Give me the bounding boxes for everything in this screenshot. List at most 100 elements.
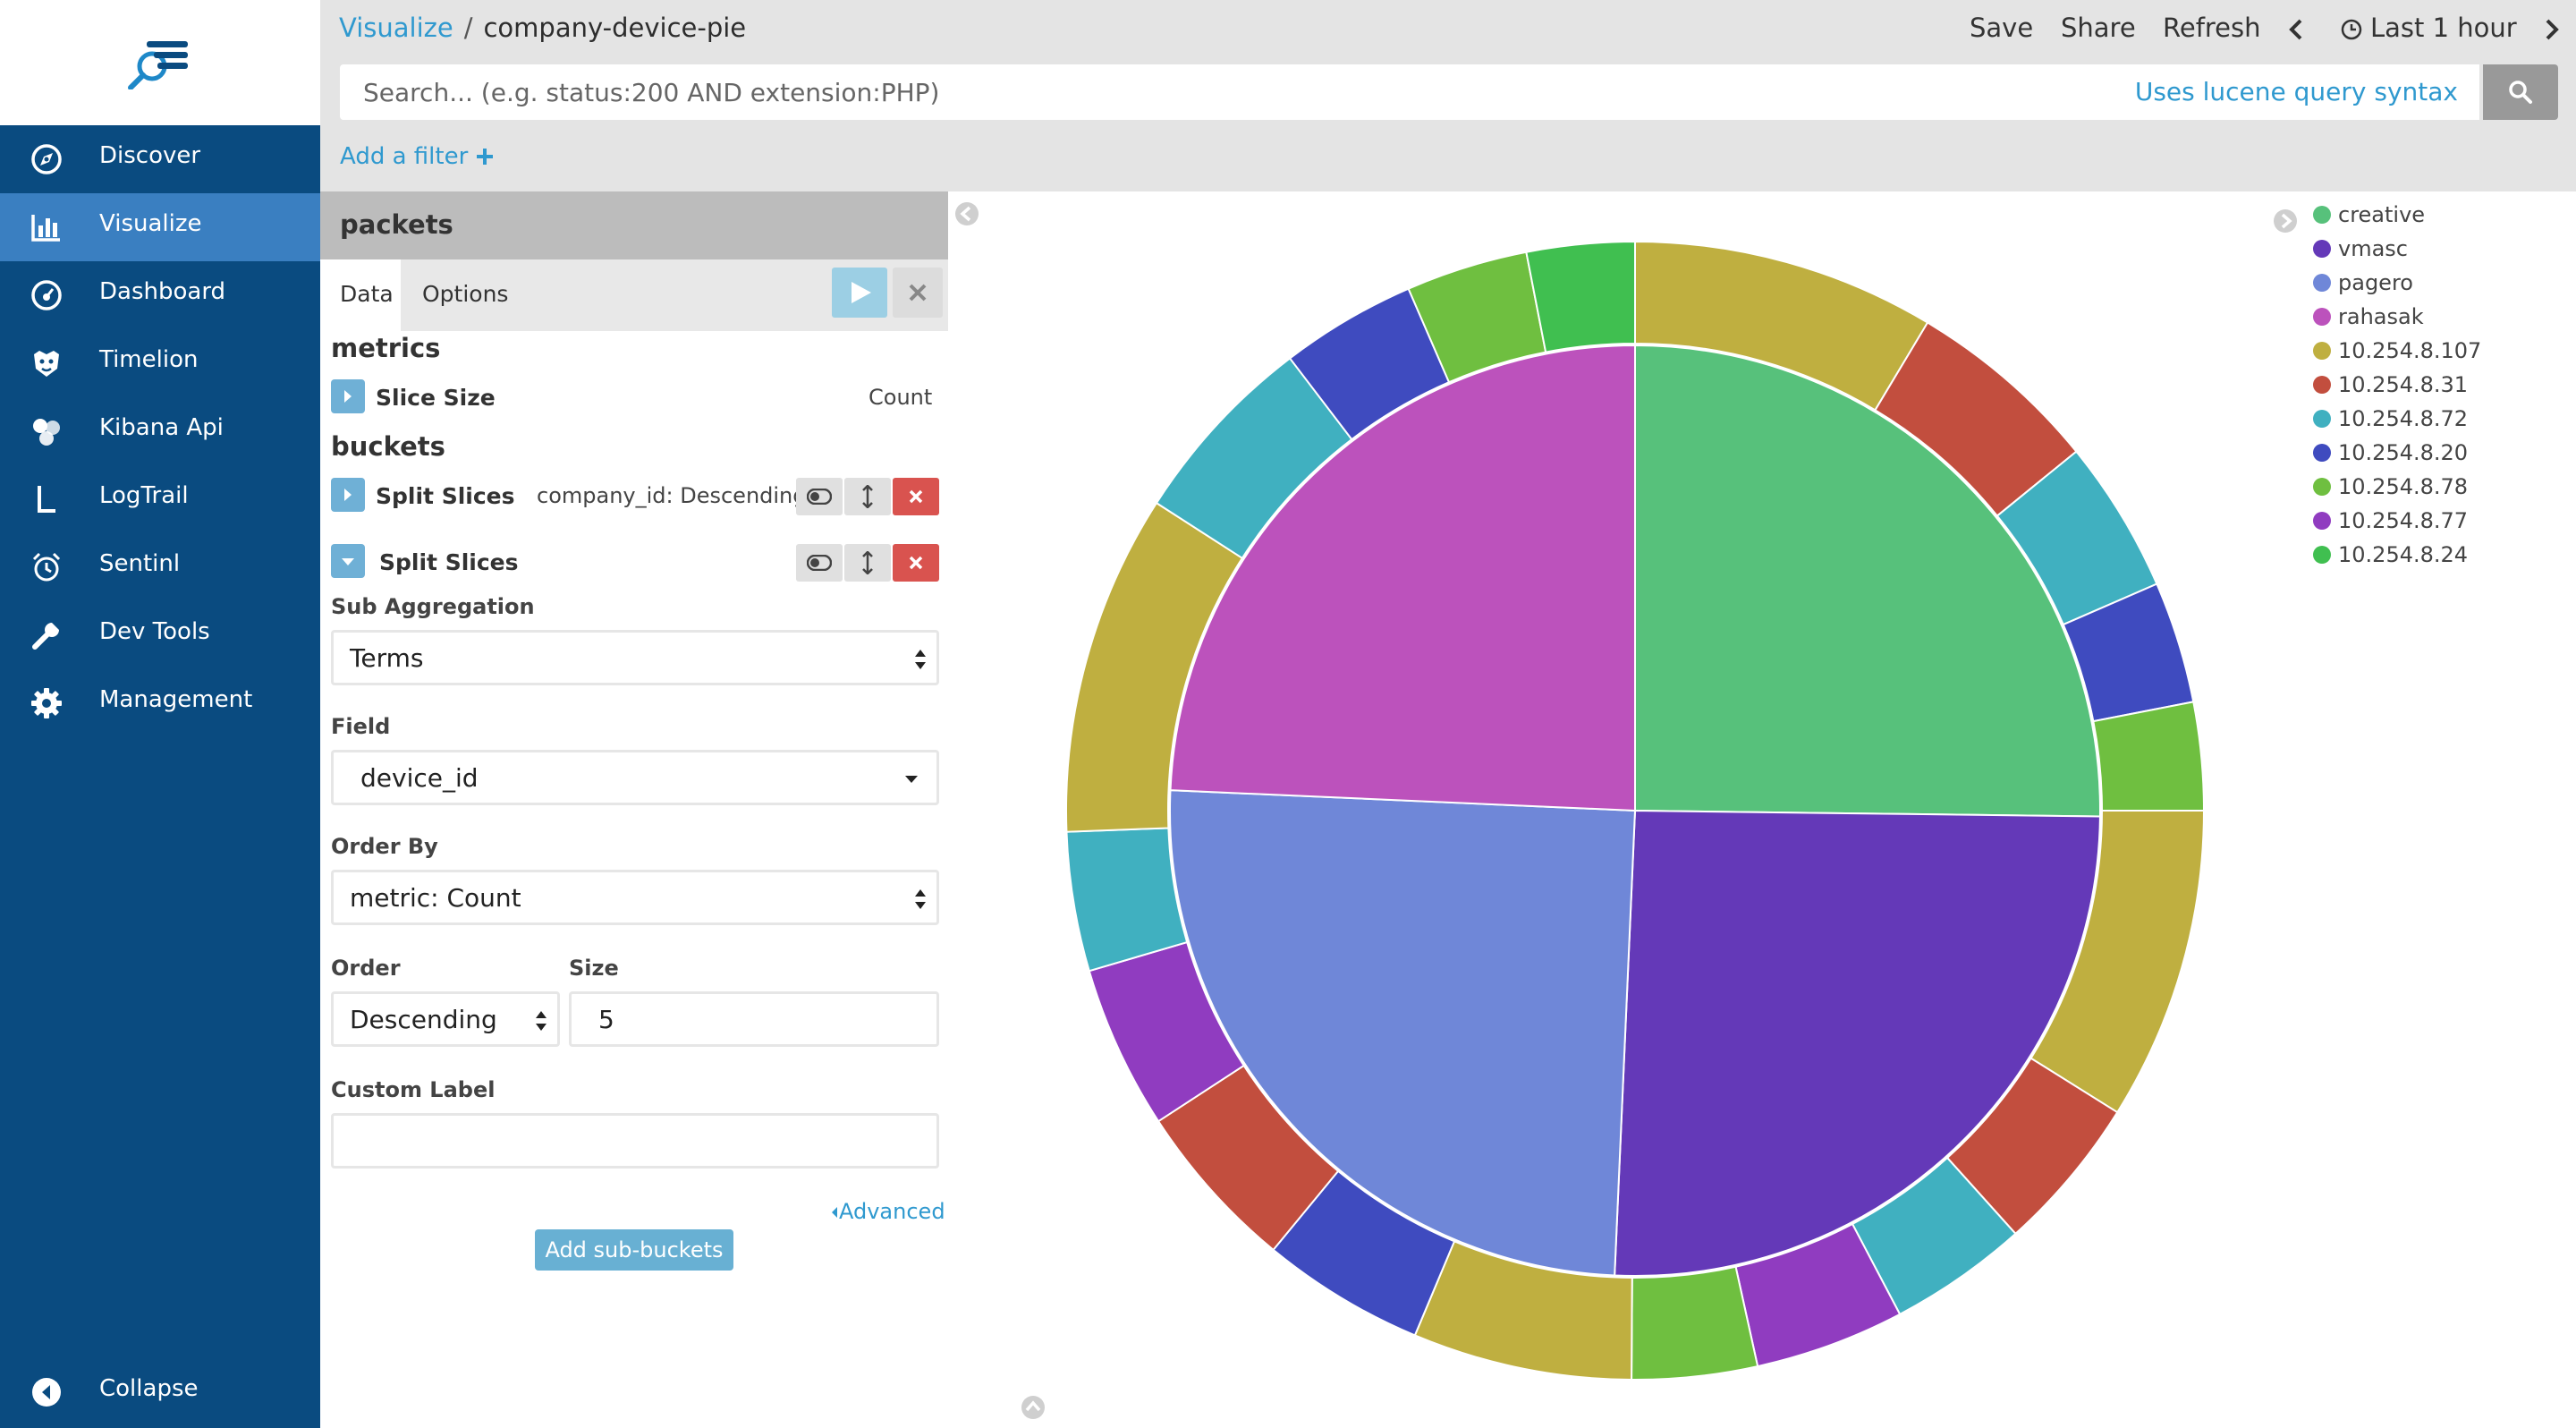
pie-slice-rahasak[interactable] [1169, 344, 1636, 812]
pie-slice-vmasc[interactable] [1614, 809, 2101, 1277]
sidebar-item-dev-tools[interactable]: Dev Tools [0, 601, 320, 669]
index-pattern-title: packets [340, 209, 453, 240]
bucket1-remove-button[interactable] [893, 478, 939, 515]
sidebar-item-sentinl[interactable]: Sentinl [0, 533, 320, 601]
collapse-editor-icon[interactable] [953, 200, 980, 227]
sidebar-item-kibana-api[interactable]: Kibana Api [0, 397, 320, 465]
field-select[interactable]: device_id [331, 750, 939, 805]
drag-handle-icon [862, 551, 873, 574]
legend-item[interactable]: rahasak [2313, 304, 2424, 333]
sidebar-collapse-button[interactable]: Collapse [0, 1358, 320, 1426]
pie-chart [1065, 240, 2206, 1381]
close-icon [909, 489, 923, 504]
search-button[interactable] [2483, 64, 2558, 120]
sidebar-item-management[interactable]: Management [0, 669, 320, 737]
sidebar-item-dashboard[interactable]: Dashboard [0, 261, 320, 329]
legend-item[interactable]: 10.254.8.77 [2313, 508, 2468, 537]
bucket1-description: company_id: Descending [537, 483, 807, 508]
order-label: Order [331, 956, 401, 981]
legend-item[interactable]: vmasc [2313, 236, 2408, 265]
sidebar-item-logtrail[interactable]: LogTrail [0, 465, 320, 533]
sidebar-item-label: Kibana Api [99, 414, 224, 441]
bucket1-toggle-button[interactable] [796, 478, 843, 515]
caret-down-icon [905, 776, 918, 783]
close-icon [909, 556, 923, 570]
legend-swatch [2313, 478, 2331, 496]
bucket1-title[interactable]: Split Slices [376, 483, 515, 509]
save-button[interactable]: Save [1970, 13, 2034, 43]
bucket1-expand-toggle[interactable] [331, 478, 365, 512]
legend-item[interactable]: pagero [2313, 270, 2413, 299]
sidebar-item-label: Discover [99, 142, 201, 169]
legend-item[interactable]: 10.254.8.78 [2313, 474, 2468, 503]
bucket2-reorder-handle[interactable] [844, 544, 891, 582]
visualization-area [948, 191, 2576, 1428]
chevron-right-icon [344, 489, 352, 501]
breadcrumb-current: company-device-pie [483, 13, 747, 43]
collapse-arrow-icon [32, 1378, 61, 1407]
legend-swatch [2313, 546, 2331, 564]
time-back-chevron-icon[interactable] [2286, 18, 2306, 41]
custom-label-input[interactable] [331, 1113, 939, 1169]
search-input[interactable] [340, 64, 2479, 120]
logtrail-icon [38, 486, 55, 513]
advanced-toggle-link[interactable]: Advanced [830, 1199, 945, 1224]
kibana-logo-icon[interactable] [125, 36, 193, 89]
tab-data[interactable]: Data [320, 259, 401, 331]
legend-item[interactable]: creative [2313, 202, 2425, 231]
order-by-value: metric: Count [350, 883, 521, 913]
clock-icon [2341, 19, 2362, 40]
sidebar-item-visualize[interactable]: Visualize [0, 193, 320, 261]
refresh-button[interactable]: Refresh [2163, 13, 2261, 43]
legend-item[interactable]: 10.254.8.107 [2313, 338, 2481, 367]
gear-icon [31, 688, 62, 718]
legend-item[interactable]: 10.254.8.72 [2313, 406, 2468, 435]
legend-swatch [2313, 444, 2331, 462]
order-by-select[interactable]: metric: Count [331, 870, 939, 925]
bucket1-reorder-handle[interactable] [844, 478, 891, 515]
metric-title[interactable]: Slice Size [376, 385, 496, 411]
apply-changes-button[interactable] [832, 268, 887, 318]
order-select[interactable]: Descending [331, 991, 560, 1047]
bucket2-remove-button[interactable] [893, 544, 939, 582]
share-button[interactable]: Share [2061, 13, 2136, 43]
time-forward-chevron-icon[interactable] [2542, 18, 2562, 41]
legend-swatch [2313, 206, 2331, 224]
sub-aggregation-value: Terms [350, 643, 424, 673]
legend-item[interactable]: 10.254.8.24 [2313, 542, 2468, 571]
legend-item[interactable]: 10.254.8.31 [2313, 372, 2468, 401]
collapse-up-icon[interactable] [1020, 1394, 1046, 1421]
search-icon [2509, 81, 2532, 104]
legend-label: creative [2338, 202, 2426, 227]
pie-slice-pagero[interactable] [1169, 789, 1637, 1277]
bucket2-expand-toggle[interactable] [331, 544, 365, 578]
time-picker-button[interactable]: Last 1 hour [2370, 13, 2517, 43]
legend-label: 10.254.8.78 [2338, 474, 2469, 499]
sidebar-item-discover[interactable]: Discover [0, 125, 320, 193]
pie-ring-slice-rahasak-10.254.8.24[interactable] [1525, 240, 1636, 353]
sidebar-item-timelion[interactable]: Timelion [0, 329, 320, 397]
size-input[interactable]: 5 [569, 991, 939, 1047]
pie-slice-creative[interactable] [1634, 344, 2101, 818]
custom-label-label: Custom Label [331, 1077, 496, 1102]
sub-aggregation-select[interactable]: Terms [331, 630, 939, 685]
sidebar-item-label: Dev Tools [99, 618, 210, 645]
metrics-heading: metrics [331, 333, 441, 363]
tab-options[interactable]: Options [422, 281, 509, 307]
add-filter-link[interactable]: Add a filter [340, 143, 494, 170]
add-filter-label: Add a filter [340, 143, 469, 170]
discard-changes-button[interactable] [893, 268, 943, 318]
add-sub-buckets-button[interactable]: Add sub-buckets [535, 1229, 733, 1271]
metric-expand-toggle[interactable] [331, 379, 365, 413]
legend-item[interactable]: 10.254.8.20 [2313, 440, 2468, 469]
legend-swatch [2313, 410, 2331, 428]
breadcrumb-visualize-link[interactable]: Visualize [339, 13, 453, 43]
pie-ring-slice-vmasc-10.254.8.78[interactable] [1631, 1265, 1759, 1381]
pie-ring-slice-creative-10.254.8.78[interactable] [2092, 701, 2206, 812]
legend-toggle-icon[interactable] [2272, 208, 2299, 234]
bucket2-toggle-button[interactable] [796, 544, 843, 582]
field-label: Field [331, 714, 391, 739]
legend-label: 10.254.8.31 [2338, 372, 2469, 397]
lucene-syntax-link[interactable]: Uses lucene query syntax [2134, 77, 2458, 106]
bucket2-title[interactable]: Split Slices [379, 549, 519, 575]
